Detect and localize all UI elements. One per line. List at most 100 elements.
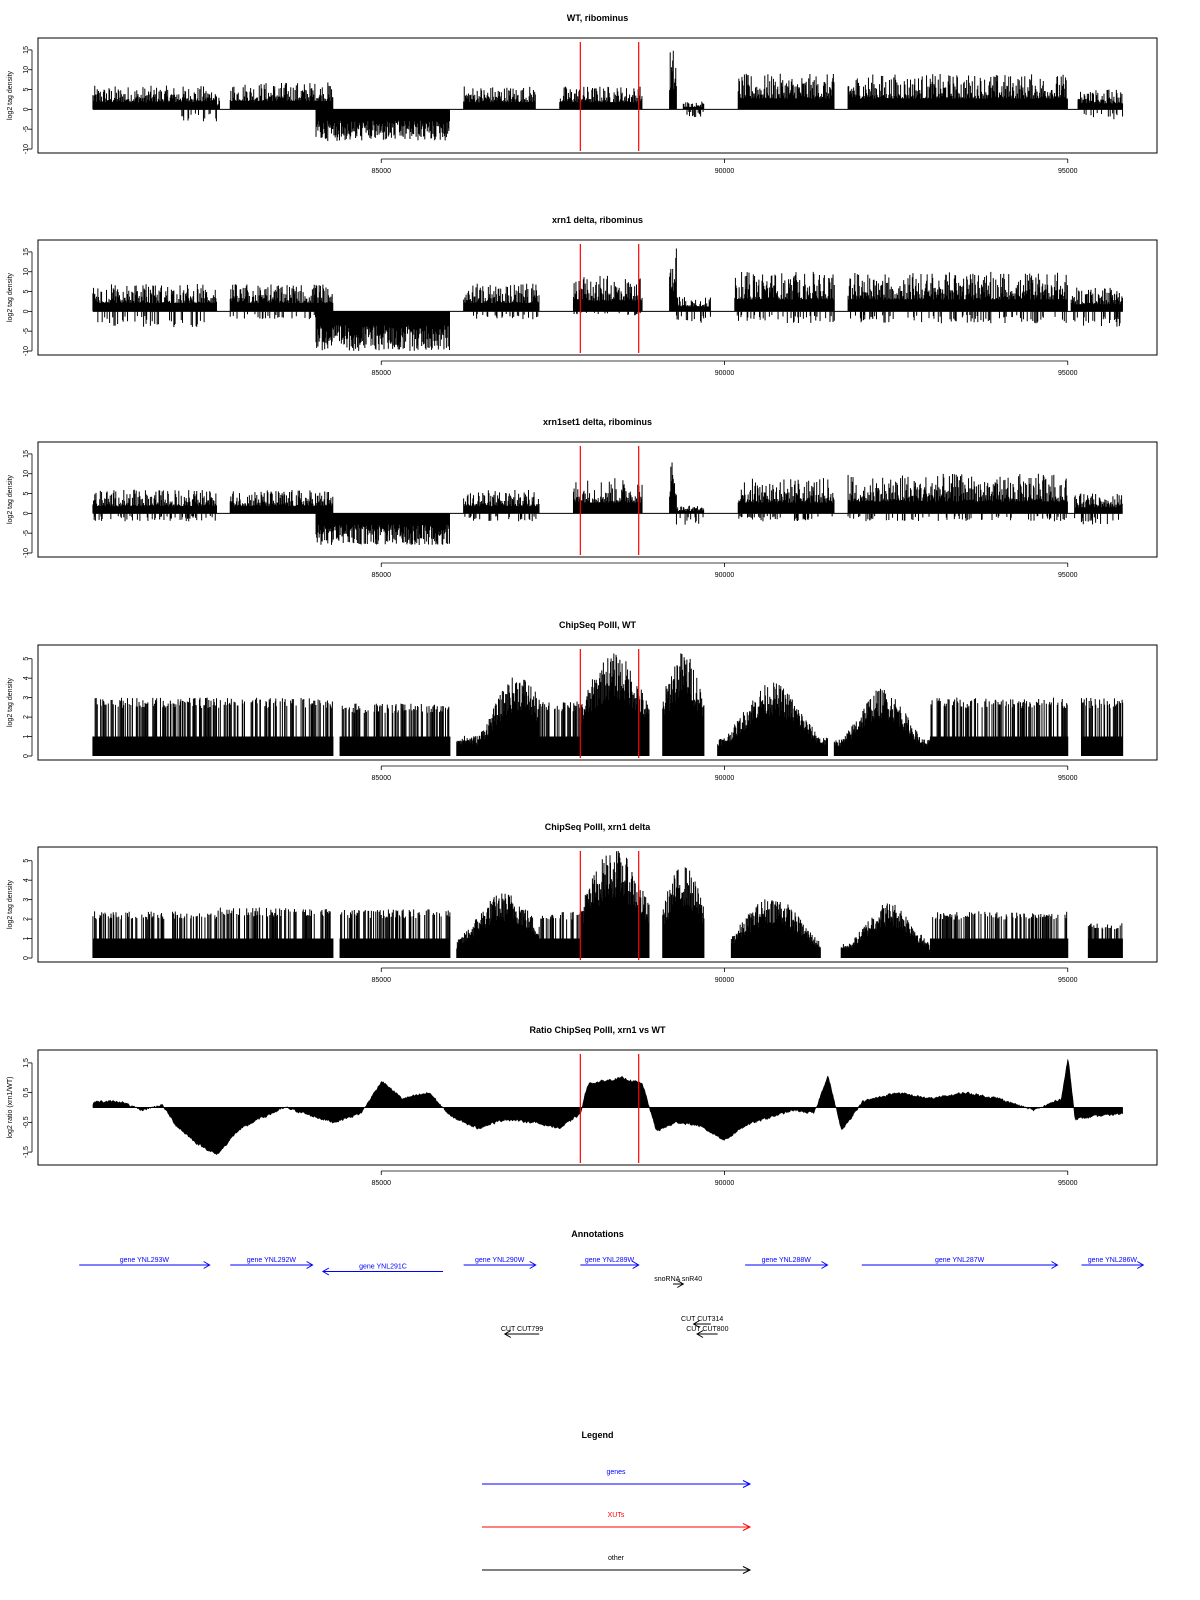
- annotation-feature: gene YNL290W: [463, 1257, 537, 1269]
- y-tick-label: -10: [23, 346, 30, 356]
- signal-segment-3: [315, 513, 450, 545]
- y-tick-label: 15: [23, 46, 30, 54]
- signal-segment-4: [463, 283, 540, 320]
- legend-item-other: other: [482, 1555, 752, 1574]
- y-tick-label: -10: [23, 144, 30, 154]
- y-axis-label: log2 tag density: [7, 272, 14, 322]
- signal-segment-4: [538, 701, 581, 756]
- x-tick-label: 85000: [372, 370, 392, 377]
- annotation-feature: CUT CUT800: [686, 1326, 729, 1338]
- legend-panel: Legend genes XUTs other: [482, 1430, 752, 1574]
- feature-arrowhead: [1051, 1261, 1059, 1269]
- y-tick-label: 5: [23, 859, 30, 863]
- signal-segment-4: [463, 489, 540, 522]
- feature-label: snoRNA snR40: [654, 1276, 702, 1283]
- signal-segment-3: [339, 909, 451, 958]
- signal-segment-9: [847, 271, 1068, 324]
- feature-label: gene YNL292W: [247, 1257, 297, 1264]
- panel-title: WT, ribominus: [567, 13, 629, 23]
- signal-segment-1: [92, 85, 217, 110]
- feature-arrowhead: [203, 1261, 211, 1269]
- signal-segment-7: [675, 505, 705, 525]
- feature-label: CUT CUT800: [686, 1326, 728, 1333]
- signal-segment-8: [734, 271, 835, 324]
- feature-arrowhead: [321, 1267, 330, 1276]
- feature-label: gene YNL286W: [1088, 1257, 1138, 1264]
- x-tick-label: 95000: [1058, 977, 1078, 984]
- legend-item-label: genes: [606, 1469, 626, 1476]
- feature-label: gene YNL290W: [475, 1257, 525, 1264]
- x-tick-label: 95000: [1058, 572, 1078, 579]
- plot-frame: [37, 441, 1158, 558]
- x-tick-label: 85000: [372, 168, 392, 175]
- signal-segment-2: [178, 97, 221, 122]
- y-tick-label: 1: [23, 936, 30, 940]
- y-axis-label: log2 ratio (xrn1/WT): [7, 1077, 14, 1139]
- ratio-area-series: [92, 1059, 1123, 1156]
- annotation-feature: gene YNL291C: [321, 1264, 444, 1276]
- annotations-title: Annotations: [571, 1229, 624, 1239]
- signal-segment-1: [92, 911, 217, 958]
- y-tick-label: 0: [23, 754, 30, 758]
- legend-arrowhead: [742, 1566, 752, 1574]
- legend-arrowhead: [742, 1523, 752, 1531]
- feature-arrowhead: [692, 1320, 700, 1328]
- feature-arrowhead: [677, 1280, 685, 1288]
- legend-item-xuts: XUTs: [482, 1512, 752, 1531]
- plot-frame: [37, 37, 1158, 154]
- annotation-feature: gene YNL289W: [580, 1257, 640, 1269]
- legend-title: Legend: [581, 1430, 613, 1440]
- y-tick-label: 2: [23, 917, 30, 921]
- y-tick-label: 5: [23, 657, 30, 661]
- plot-frame: [37, 644, 1158, 761]
- signal-segment-8: [682, 101, 705, 117]
- x-tick-label: 85000: [372, 977, 392, 984]
- signal-segment-8: [730, 899, 821, 958]
- y-tick-label: 3: [23, 696, 30, 700]
- legend-arrowhead: [742, 1480, 752, 1488]
- plot-frame: [37, 1049, 1158, 1166]
- x-tick-label: 85000: [372, 572, 392, 579]
- y-tick-label: -10: [23, 548, 30, 558]
- feature-label: gene YNL293W: [120, 1257, 170, 1264]
- signal-segment-7: [717, 682, 828, 756]
- y-tick-label: -1.5: [23, 1146, 30, 1158]
- y-axis-label: log2 tag density: [7, 879, 14, 929]
- y-tick-label: 1.5: [23, 1058, 30, 1068]
- y-tick-label: -5: [23, 328, 30, 334]
- y-tick-label: 5: [23, 290, 30, 294]
- feature-arrowhead: [632, 1261, 640, 1269]
- panel-title: xrn1 delta, ribominus: [552, 215, 643, 225]
- signal-segment-9: [737, 73, 835, 110]
- signal-segment-2: [215, 907, 334, 958]
- y-tick-label: 3: [23, 898, 30, 902]
- y-tick-label: 1: [23, 734, 30, 738]
- y-tick-label: 15: [23, 450, 30, 458]
- y-axis-label: log2 tag density: [7, 70, 14, 120]
- y-tick-label: 0.5: [23, 1088, 30, 1098]
- x-tick-label: 90000: [715, 1180, 735, 1187]
- signal-segment-2: [229, 284, 334, 320]
- signal-segment-4: [315, 109, 450, 142]
- signal-segment-6: [669, 248, 677, 312]
- signal-segment-5: [538, 911, 581, 958]
- signal-segment-10: [1070, 287, 1123, 327]
- plot-frame: [37, 846, 1158, 963]
- signal-segment-6: [669, 462, 677, 514]
- y-tick-label: 0: [23, 956, 30, 960]
- signal-segment-6: [559, 86, 643, 110]
- y-tick-label: 5: [23, 88, 30, 92]
- feature-arrowhead: [306, 1261, 314, 1269]
- signal-segment-8: [737, 478, 835, 522]
- feature-arrowhead: [503, 1330, 512, 1338]
- annotation-feature: gene YNL287W: [861, 1257, 1059, 1269]
- signal-segment-7: [669, 50, 677, 110]
- x-tick-label: 90000: [715, 168, 735, 175]
- y-tick-label: 15: [23, 248, 30, 256]
- signal-segment-4: [456, 893, 540, 958]
- feature-label: gene YNL289W: [585, 1257, 635, 1264]
- legend-item-label: other: [608, 1555, 625, 1562]
- feature-label: CUT CUT799: [501, 1326, 543, 1333]
- panel-title: ChipSeq PolII, xrn1 delta: [545, 822, 652, 832]
